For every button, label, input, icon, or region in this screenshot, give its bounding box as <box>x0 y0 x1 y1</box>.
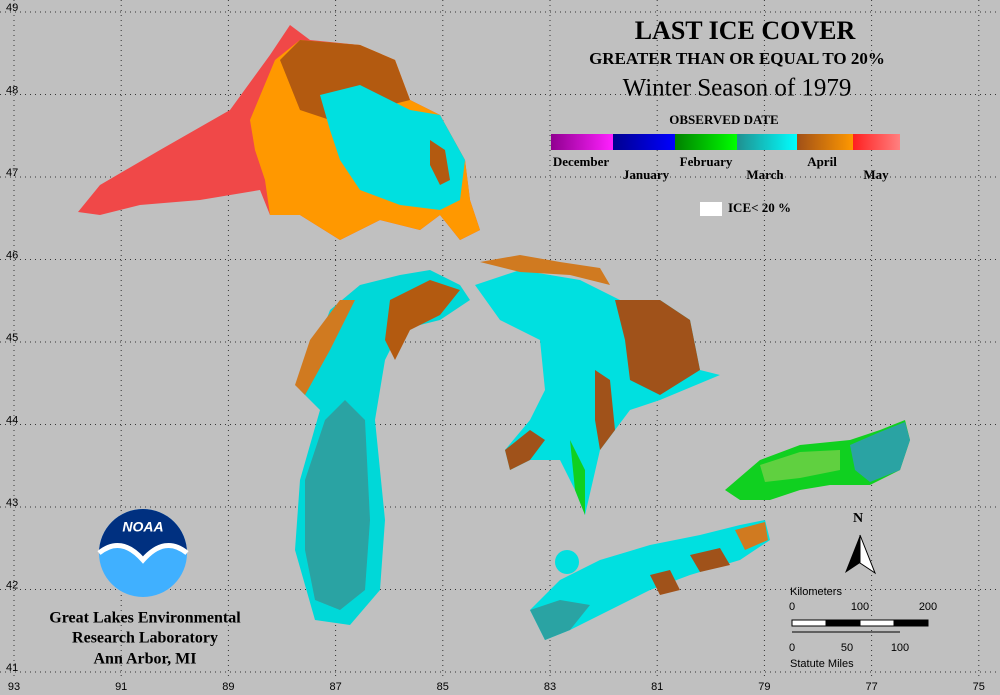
legend-month: February <box>680 154 733 169</box>
subtitle: GREATER THAN OR EQUAL TO 20% <box>589 49 885 68</box>
scale-mi-tick: 100 <box>891 642 909 654</box>
lake-michigan <box>295 270 470 625</box>
season: Winter Season of 1979 <box>623 75 852 102</box>
scale-km-label: Kilometers <box>790 586 842 598</box>
title: LAST ICE COVER <box>635 16 856 45</box>
latitude-label: 43 <box>6 497 18 509</box>
scale-mi-tick: 0 <box>789 642 795 654</box>
lab-line: Ann Arbor, MI <box>94 651 197 668</box>
scale-km-tick: 200 <box>919 601 937 613</box>
longitude-label: 87 <box>329 681 341 693</box>
logo-text: NOAA <box>122 519 163 535</box>
lab-line: Research Laboratory <box>72 630 218 647</box>
longitude-label: 75 <box>973 681 985 693</box>
noaa-logo: NOAA <box>97 509 189 597</box>
longitude-label: 77 <box>865 681 877 693</box>
latitude-label: 44 <box>6 414 18 426</box>
longitude-label: 85 <box>437 681 449 693</box>
scale-km-tick: 100 <box>851 601 869 613</box>
latitude-label: 45 <box>6 332 18 344</box>
ice-note: ICE< 20 % <box>728 200 791 215</box>
legend-month: May <box>863 167 889 182</box>
lake-st-clair <box>555 550 579 574</box>
ice-swatch <box>700 202 722 216</box>
longitude-label: 79 <box>758 681 770 693</box>
lake-ontario <box>725 420 910 500</box>
latitude-label: 46 <box>6 249 18 261</box>
legend-month: April <box>807 154 837 169</box>
scale-mi-tick: 50 <box>841 642 853 654</box>
lab-line: Great Lakes Environmental <box>49 610 241 627</box>
latitude-label: 47 <box>6 167 18 179</box>
longitude-label: 83 <box>544 681 556 693</box>
lake-huron <box>475 255 720 515</box>
scale-km-tick: 0 <box>789 601 795 613</box>
lake-erie <box>530 520 770 640</box>
scale-bar <box>791 619 929 633</box>
latitude-label: 49 <box>6 2 18 14</box>
longitude-label: 81 <box>651 681 663 693</box>
north-arrow <box>845 534 877 575</box>
legend-month: December <box>553 154 610 169</box>
latitude-label: 41 <box>6 662 18 674</box>
legend-month: January <box>623 167 670 182</box>
scale-mi-label: Statute Miles <box>790 658 854 670</box>
latitude-label: 48 <box>6 84 18 96</box>
longitude-label: 91 <box>115 681 127 693</box>
legend-bar <box>551 134 900 150</box>
longitude-label: 89 <box>222 681 234 693</box>
legend-title: OBSERVED DATE <box>669 112 778 127</box>
lake-superior <box>78 25 480 240</box>
north-label: N <box>853 511 863 526</box>
longitude-label: 93 <box>8 681 20 693</box>
legend-month: March <box>746 167 784 182</box>
latitude-label: 42 <box>6 579 18 591</box>
